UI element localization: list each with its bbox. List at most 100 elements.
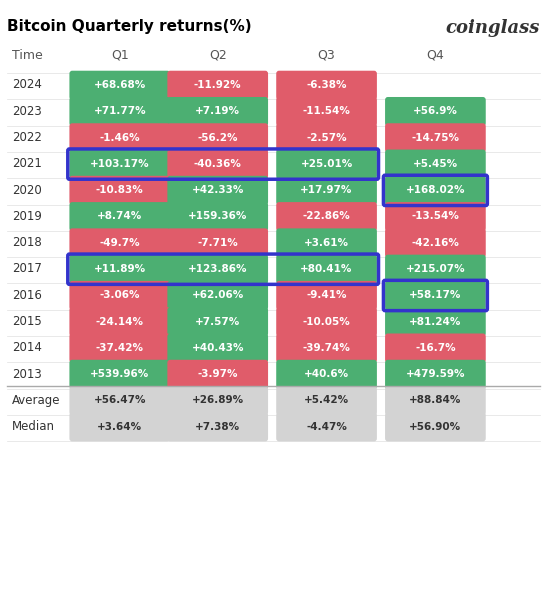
Text: 2018: 2018 [12, 236, 42, 249]
Text: Average: Average [12, 394, 61, 407]
Text: 2022: 2022 [12, 131, 42, 144]
FancyBboxPatch shape [69, 202, 170, 231]
FancyBboxPatch shape [276, 281, 377, 310]
Text: 2023: 2023 [12, 105, 42, 118]
FancyBboxPatch shape [276, 254, 377, 284]
Text: -3.97%: -3.97% [197, 369, 238, 379]
Text: +17.97%: +17.97% [300, 185, 353, 195]
FancyBboxPatch shape [276, 334, 377, 362]
Text: +80.41%: +80.41% [300, 264, 353, 274]
FancyBboxPatch shape [385, 123, 486, 152]
FancyBboxPatch shape [385, 149, 486, 179]
Text: -37.42%: -37.42% [96, 343, 144, 353]
Text: -7.71%: -7.71% [197, 238, 238, 248]
FancyBboxPatch shape [69, 281, 170, 310]
Text: -24.14%: -24.14% [96, 317, 144, 326]
Text: +5.42%: +5.42% [304, 395, 349, 406]
Text: -11.54%: -11.54% [302, 106, 351, 116]
FancyBboxPatch shape [276, 307, 377, 337]
FancyBboxPatch shape [385, 412, 486, 442]
Text: +3.61%: +3.61% [304, 238, 349, 248]
Text: +5.45%: +5.45% [413, 159, 458, 169]
Text: +11.89%: +11.89% [94, 264, 146, 274]
FancyBboxPatch shape [385, 176, 486, 205]
FancyBboxPatch shape [276, 149, 377, 179]
Text: -3.06%: -3.06% [100, 290, 140, 300]
FancyBboxPatch shape [69, 412, 170, 442]
Text: Bitcoin Quarterly returns(%): Bitcoin Quarterly returns(%) [7, 19, 252, 34]
Text: 2013: 2013 [12, 368, 42, 380]
Text: 2017: 2017 [12, 262, 42, 275]
FancyBboxPatch shape [69, 334, 170, 362]
Text: Time: Time [12, 49, 43, 62]
FancyBboxPatch shape [167, 334, 268, 362]
FancyBboxPatch shape [385, 360, 486, 389]
FancyBboxPatch shape [69, 149, 170, 179]
Text: +159.36%: +159.36% [188, 211, 247, 221]
Text: -9.41%: -9.41% [306, 290, 347, 300]
Text: -6.38%: -6.38% [306, 80, 347, 90]
FancyBboxPatch shape [167, 360, 268, 389]
Text: -4.47%: -4.47% [306, 422, 347, 431]
Text: +56.47%: +56.47% [94, 395, 146, 406]
Text: +71.77%: +71.77% [94, 106, 146, 116]
Text: +7.19%: +7.19% [195, 106, 240, 116]
Text: +539.96%: +539.96% [90, 369, 149, 379]
FancyBboxPatch shape [167, 229, 268, 257]
Text: -13.54%: -13.54% [411, 211, 459, 221]
Text: -10.05%: -10.05% [302, 317, 351, 326]
FancyBboxPatch shape [69, 176, 170, 205]
FancyBboxPatch shape [385, 386, 486, 415]
Text: +479.59%: +479.59% [406, 369, 465, 379]
Text: -40.36%: -40.36% [194, 159, 242, 169]
FancyBboxPatch shape [167, 386, 268, 415]
Text: Q3: Q3 [318, 49, 335, 62]
FancyBboxPatch shape [276, 97, 377, 126]
FancyBboxPatch shape [167, 202, 268, 231]
Text: 2024: 2024 [12, 79, 42, 91]
Text: 2014: 2014 [12, 341, 42, 354]
Text: -22.86%: -22.86% [302, 211, 351, 221]
FancyBboxPatch shape [69, 386, 170, 415]
Text: 2020: 2020 [12, 184, 42, 197]
FancyBboxPatch shape [276, 360, 377, 389]
FancyBboxPatch shape [276, 229, 377, 257]
Text: +103.17%: +103.17% [90, 159, 149, 169]
Text: +123.86%: +123.86% [188, 264, 247, 274]
Text: +56.9%: +56.9% [413, 106, 458, 116]
Text: -56.2%: -56.2% [197, 133, 238, 143]
Text: Median: Median [12, 420, 55, 433]
Text: 2016: 2016 [12, 289, 42, 302]
Text: +215.07%: +215.07% [405, 264, 465, 274]
Text: Q1: Q1 [111, 49, 129, 62]
FancyBboxPatch shape [276, 176, 377, 205]
Text: +8.74%: +8.74% [97, 211, 142, 221]
FancyBboxPatch shape [69, 254, 170, 284]
Text: Q4: Q4 [427, 49, 444, 62]
Text: +168.02%: +168.02% [406, 185, 465, 195]
Text: +62.06%: +62.06% [191, 290, 244, 300]
Text: +7.57%: +7.57% [195, 317, 240, 326]
FancyBboxPatch shape [167, 281, 268, 310]
Text: -42.16%: -42.16% [411, 238, 459, 248]
Text: -11.92%: -11.92% [194, 80, 242, 90]
FancyBboxPatch shape [385, 281, 486, 310]
FancyBboxPatch shape [167, 123, 268, 152]
Text: -2.57%: -2.57% [306, 133, 347, 143]
Text: -39.74%: -39.74% [302, 343, 351, 353]
FancyBboxPatch shape [167, 176, 268, 205]
FancyBboxPatch shape [69, 123, 170, 152]
FancyBboxPatch shape [167, 307, 268, 337]
FancyBboxPatch shape [385, 334, 486, 362]
FancyBboxPatch shape [69, 97, 170, 126]
Text: -16.7%: -16.7% [415, 343, 456, 353]
Text: +81.24%: +81.24% [409, 317, 462, 326]
Text: +7.38%: +7.38% [195, 422, 240, 431]
FancyBboxPatch shape [276, 71, 377, 100]
FancyBboxPatch shape [167, 149, 268, 179]
FancyBboxPatch shape [385, 229, 486, 257]
Text: +3.64%: +3.64% [97, 422, 142, 431]
Text: 2019: 2019 [12, 210, 42, 223]
Text: -49.7%: -49.7% [100, 238, 140, 248]
FancyBboxPatch shape [276, 386, 377, 415]
